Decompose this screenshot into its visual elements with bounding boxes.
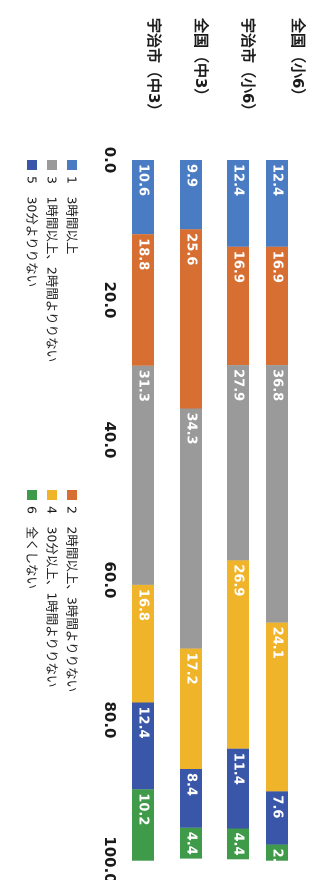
bar-segment xyxy=(180,827,202,859)
data-label: 8.4 xyxy=(184,773,199,796)
legend-label: 5 30分よりりない xyxy=(25,176,40,287)
bars-group: 12.4 12.4 9.9 10.6 16.9 16.9 25.6 18.8 36.8 27.9 3… xyxy=(132,160,288,872)
data-label: 12.4 xyxy=(231,164,246,196)
tick-label: 0.0 xyxy=(101,147,119,174)
data-label: 16.9 xyxy=(231,251,246,283)
axis-ticks: 0.0 20.0 40.0 60.0 80.0 100.0 xyxy=(101,147,119,880)
legend-label: 4 30分以上、1時間よりりない xyxy=(45,506,60,688)
bar-segment xyxy=(266,365,288,623)
data-label: 12.4 xyxy=(136,707,151,739)
legend-swatch xyxy=(47,490,57,500)
bar-segment xyxy=(180,160,202,230)
bar-segment xyxy=(180,648,202,769)
legend: 1 3時間以上 2 2時間以上、3時間よりりない 3 1時間以上、2時間よりりない 4… xyxy=(25,160,80,692)
legend-label: 3 1時間以上、2時間よりりない xyxy=(45,176,60,362)
data-label: 2.3 xyxy=(270,849,285,872)
data-label: 31.3 xyxy=(136,370,151,402)
legend-label: 6 全くしない xyxy=(25,506,40,589)
data-label: 16.8 xyxy=(136,589,151,621)
tick-label: 40.0 xyxy=(101,421,119,458)
category-labels: 全国（小6） 宇治市（小6） 全国（中3） 宇治市（中3） xyxy=(145,17,307,118)
legend-swatch xyxy=(67,490,77,500)
data-label: 4.4 xyxy=(184,832,199,855)
data-label: 34.3 xyxy=(184,413,199,445)
bar-segment xyxy=(132,789,154,861)
tick-label: 60.0 xyxy=(101,561,119,598)
bar-segment xyxy=(132,584,154,703)
bar-segment xyxy=(132,160,154,235)
legend-label: 2 2時間以上、3時間よりりない xyxy=(65,506,80,692)
bar-segment xyxy=(227,365,249,561)
bar-segment xyxy=(266,246,288,366)
data-label: 25.6 xyxy=(184,233,199,265)
tick-label: 20.0 xyxy=(101,281,119,318)
bar-segment xyxy=(180,229,202,409)
category-label: 全国（小6） xyxy=(289,17,307,103)
data-label: 11.4 xyxy=(231,753,246,785)
bar-segment xyxy=(266,844,288,861)
bar-segment xyxy=(227,160,249,247)
data-label: 12.4 xyxy=(270,164,285,196)
bar-segment xyxy=(266,160,288,247)
legend-swatch xyxy=(27,160,37,170)
category-label: 宇治市（中3） xyxy=(145,18,163,118)
tick-label: 100.0 xyxy=(101,836,119,880)
data-label: 10.2 xyxy=(136,793,151,825)
bar-segment xyxy=(266,791,288,845)
data-label: 7.6 xyxy=(270,795,285,818)
bar-segment xyxy=(227,560,249,749)
bar-segment xyxy=(180,769,202,828)
data-label: 24.1 xyxy=(270,627,285,659)
data-label: 17.2 xyxy=(184,653,199,685)
legend-swatch xyxy=(47,160,57,170)
bar-segment xyxy=(132,702,154,790)
legend-label: 1 3時間以上 xyxy=(65,176,80,254)
category-label: 宇治市（小6） xyxy=(239,18,257,118)
data-label: 26.9 xyxy=(231,564,246,596)
tick-label: 80.0 xyxy=(101,701,119,738)
bar-segment xyxy=(227,246,249,366)
legend-swatch xyxy=(27,490,37,500)
data-label: 18.8 xyxy=(136,238,151,270)
bar-segment xyxy=(132,234,154,366)
data-label: 16.9 xyxy=(270,251,285,283)
bar-segment xyxy=(180,408,202,649)
bar-segment xyxy=(227,748,249,829)
legend-swatch xyxy=(67,160,77,170)
data-label: 10.6 xyxy=(136,164,151,196)
category-label: 全国（中3） xyxy=(192,17,210,103)
bar-segment xyxy=(227,828,249,860)
data-label: 36.8 xyxy=(270,369,285,401)
bar-segment xyxy=(132,365,154,585)
data-label: 4.4 xyxy=(231,833,246,856)
data-label: 9.9 xyxy=(184,164,199,187)
bar-segment xyxy=(266,622,288,792)
data-label: 27.9 xyxy=(231,369,246,401)
